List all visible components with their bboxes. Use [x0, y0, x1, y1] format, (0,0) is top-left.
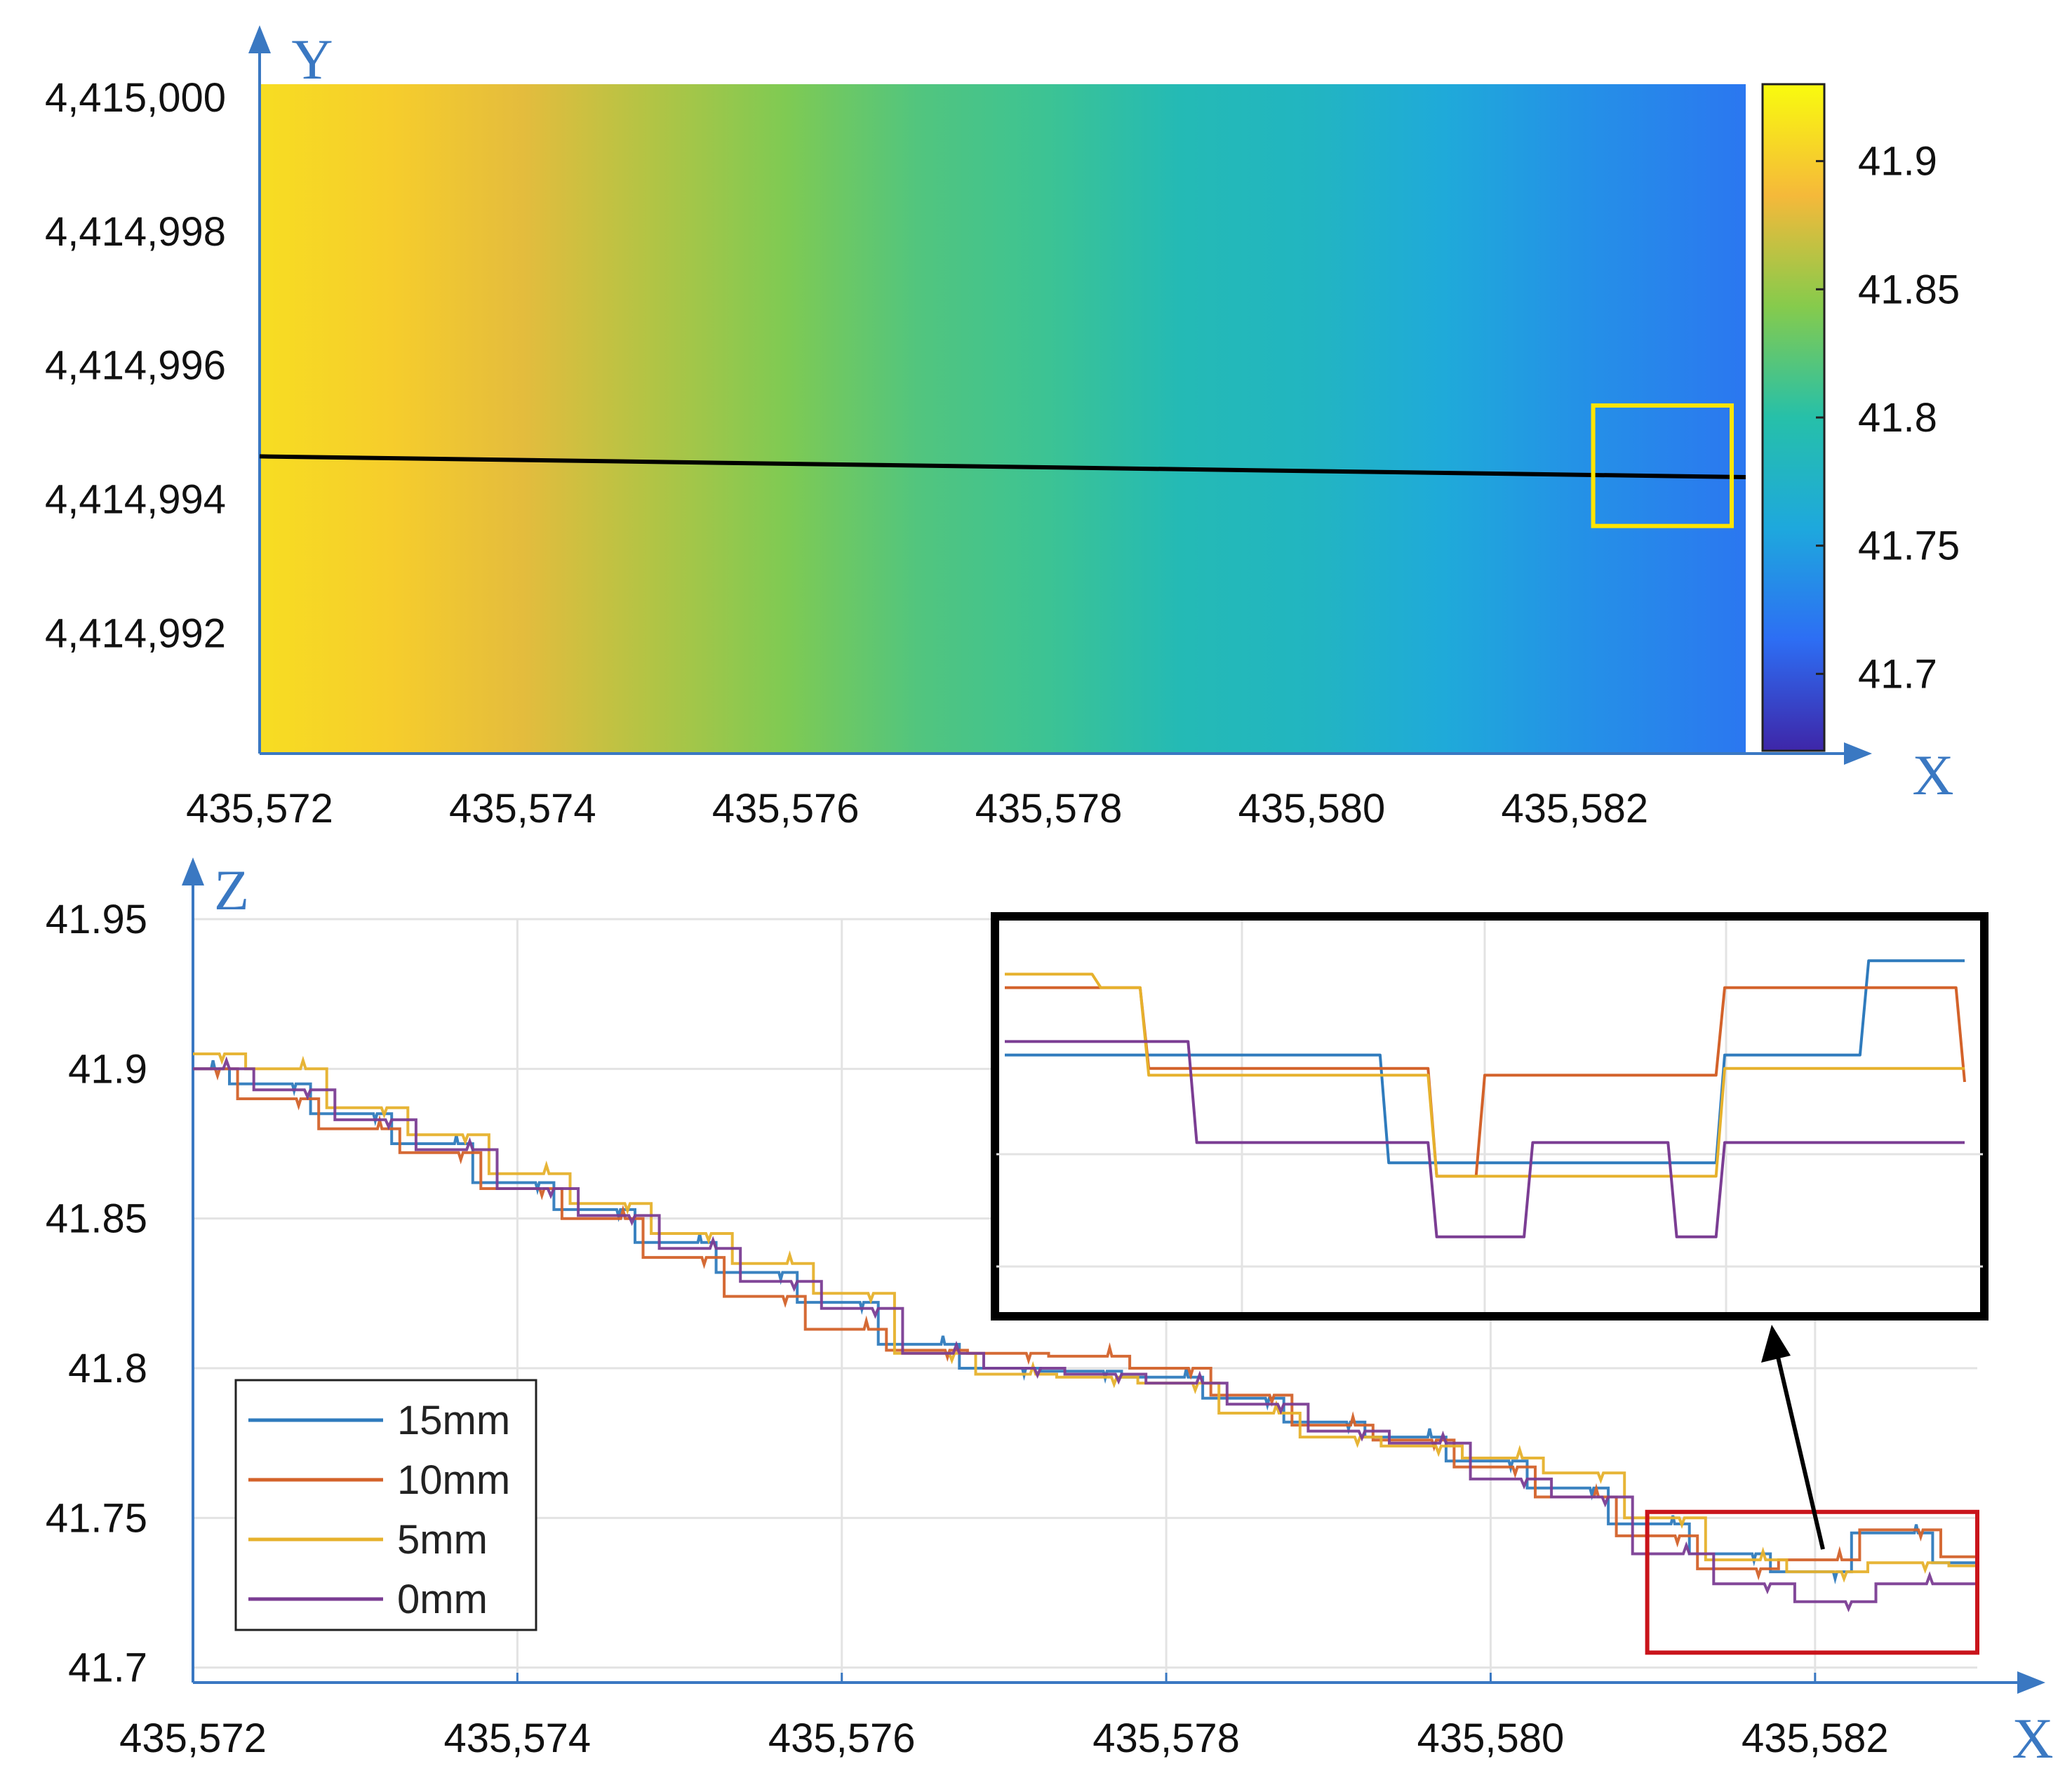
- zoom-inset: [991, 912, 1989, 1550]
- heatmap-x-tick-label: 435,572: [186, 786, 333, 831]
- legend-label-5mm: 5mm: [397, 1517, 488, 1563]
- heatmap-y-tick-label: 4,414,992: [45, 610, 226, 656]
- profile-y-tick-label: 41.8: [68, 1346, 147, 1391]
- heatmap-chart: X Y 435,572 435,574 435,576 435,578 435,580 435…: [45, 25, 1960, 831]
- series-line-15mm: [193, 1059, 1977, 1585]
- heatmap-x-axis-label: X: [1912, 743, 1953, 807]
- profile-line: [259, 454, 1746, 479]
- highlight-box: [1591, 403, 1735, 528]
- colorbar-tick-label: 41.75: [1858, 523, 1960, 569]
- series-line-0mm: [193, 1056, 1977, 1612]
- heatmap-y-axis-label: Y: [291, 27, 333, 91]
- heatmap-y-tick-label: 4,414,996: [45, 343, 226, 389]
- inset-series-line-5mm: [1005, 972, 1965, 1178]
- zoom-arrow-head: [1761, 1325, 1791, 1363]
- profile-y-arrow: [182, 857, 204, 885]
- legend-label-0mm: 0mm: [397, 1577, 488, 1622]
- colorbar-tick-label: 41.85: [1858, 267, 1960, 312]
- profile-y-tick-label: 41.95: [46, 897, 147, 942]
- heatmap-x-arrow: [1844, 742, 1872, 765]
- zoom-arrow-shaft: [1775, 1353, 1825, 1550]
- profile-x-tick-label: 435,574: [444, 1716, 591, 1761]
- colorbar-tick-label: 41.9: [1858, 139, 1937, 185]
- profile-y-tick-label: 41.75: [46, 1495, 147, 1541]
- colorbar-tick-label: 41.7: [1858, 651, 1937, 697]
- profile-x-tick-label: 435,582: [1742, 1716, 1889, 1761]
- profile-y-tick-label: 41.9: [68, 1046, 147, 1092]
- profile-x-tick-label: 435,578: [1092, 1716, 1240, 1761]
- heatmap-surface: [260, 84, 1746, 754]
- heatmap-x-tick-label: 435,582: [1502, 786, 1649, 831]
- inset-series-line-10mm: [1005, 986, 1966, 1178]
- profile-x-tick-label: 435,580: [1417, 1716, 1565, 1761]
- inset-frame: [991, 912, 1989, 1321]
- profile-x-tick-label: 435,572: [119, 1716, 267, 1761]
- profile-x-tick-label: 435,576: [768, 1716, 916, 1761]
- heatmap-x-tick-label: 435,574: [449, 786, 596, 831]
- colorbar: [1761, 83, 1826, 752]
- heatmap-y-arrow: [248, 25, 271, 53]
- profile-y-axis-label: Z: [214, 858, 249, 922]
- legend-label-15mm: 15mm: [397, 1398, 510, 1443]
- profile-y-tick-label: 41.85: [46, 1196, 147, 1242]
- heatmap-y-tick-label: 4,415,000: [45, 75, 226, 121]
- heatmap-y-tick-label: 4,414,998: [45, 209, 226, 255]
- profile-x-arrow: [2017, 1671, 2045, 1694]
- profile-y-tick-label: 41.7: [68, 1645, 147, 1691]
- legend-label-10mm: 10mm: [397, 1457, 510, 1503]
- inset-series-line-0mm: [1005, 1040, 1965, 1238]
- series-line-5mm: [193, 1052, 1977, 1583]
- colorbar-tick-label: 41.8: [1858, 395, 1937, 441]
- heatmap-y-tick-label: 4,414,994: [45, 476, 226, 522]
- series-line-10mm: [193, 1067, 1977, 1581]
- heatmap-x-tick-label: 435,576: [712, 786, 860, 831]
- inset-plot-area: [1005, 959, 1966, 1238]
- profile-x-axis-label: X: [2012, 1706, 2053, 1770]
- inset-series-line-15mm: [1005, 959, 1965, 1165]
- heatmap-x-tick-label: 435,580: [1238, 786, 1386, 831]
- heatmap-x-tick-label: 435,578: [975, 786, 1123, 831]
